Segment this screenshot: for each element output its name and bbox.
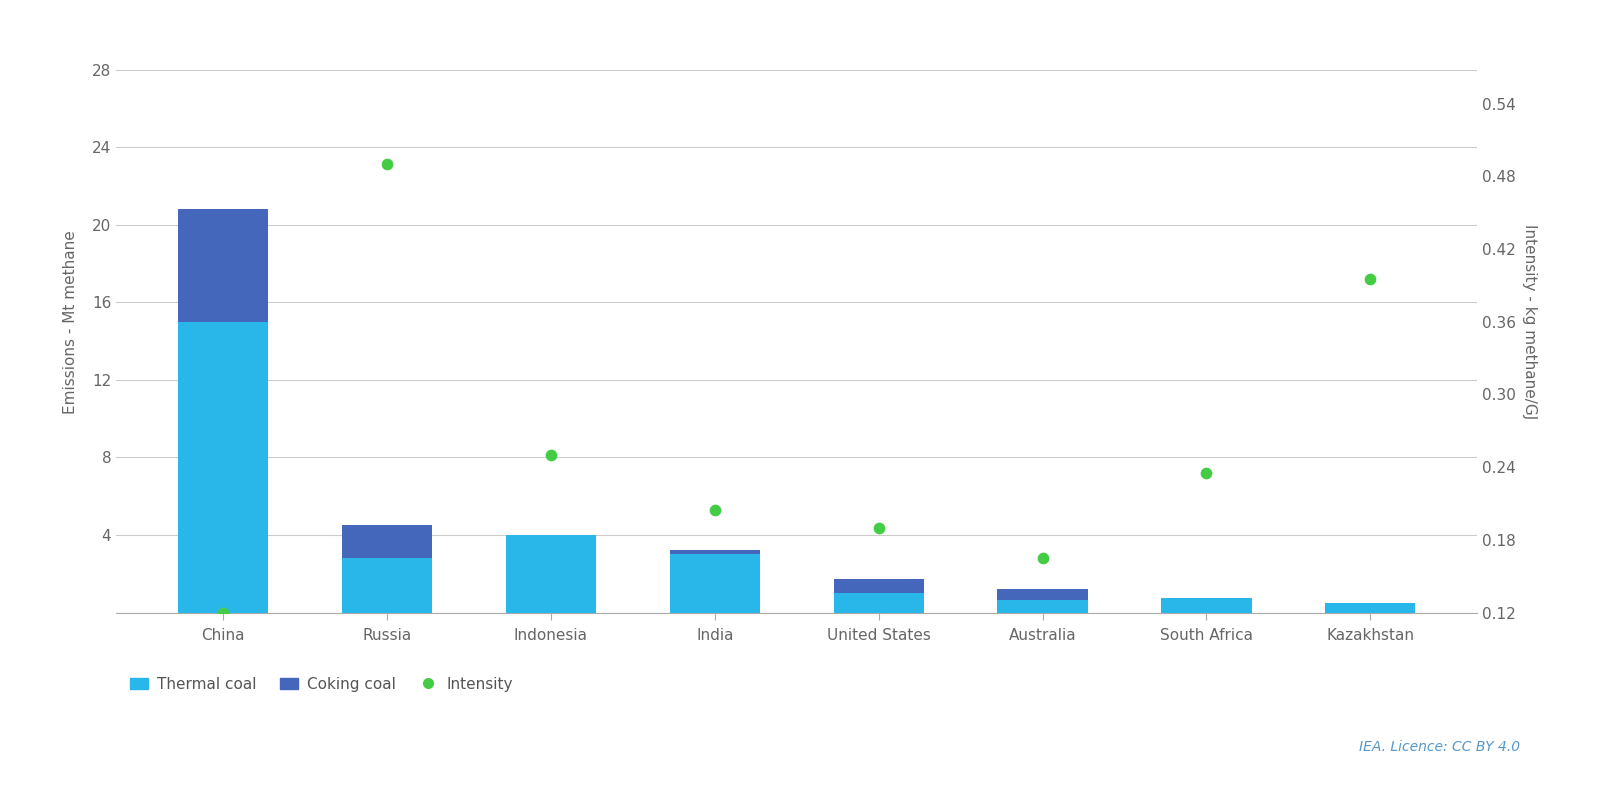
Bar [997, 589, 1088, 600]
Y-axis label: Emissions - Mt methane: Emissions - Mt methane [62, 230, 78, 413]
Bar [1162, 598, 1251, 613]
Point [1194, 467, 1219, 480]
Point [1357, 273, 1382, 286]
Text: IEA. Licence: CC BY 4.0: IEA. Licence: CC BY 4.0 [1358, 740, 1520, 754]
Point [1030, 551, 1056, 564]
Bar [834, 593, 923, 613]
Bar [178, 209, 269, 322]
Bar [670, 550, 760, 555]
Bar [997, 600, 1088, 613]
Point [210, 606, 235, 619]
Bar [342, 525, 432, 559]
Point [702, 504, 728, 516]
Bar [506, 535, 595, 613]
Bar [342, 559, 432, 613]
Point [866, 521, 891, 534]
Y-axis label: Intensity - kg methane/GJ: Intensity - kg methane/GJ [1522, 224, 1538, 420]
Bar [834, 579, 923, 593]
Bar [1325, 602, 1416, 613]
Point [538, 448, 563, 461]
Legend: Thermal coal, Coking coal, Intensity: Thermal coal, Coking coal, Intensity [123, 670, 518, 698]
Point [374, 158, 400, 171]
Bar [178, 322, 269, 613]
Bar [670, 555, 760, 613]
